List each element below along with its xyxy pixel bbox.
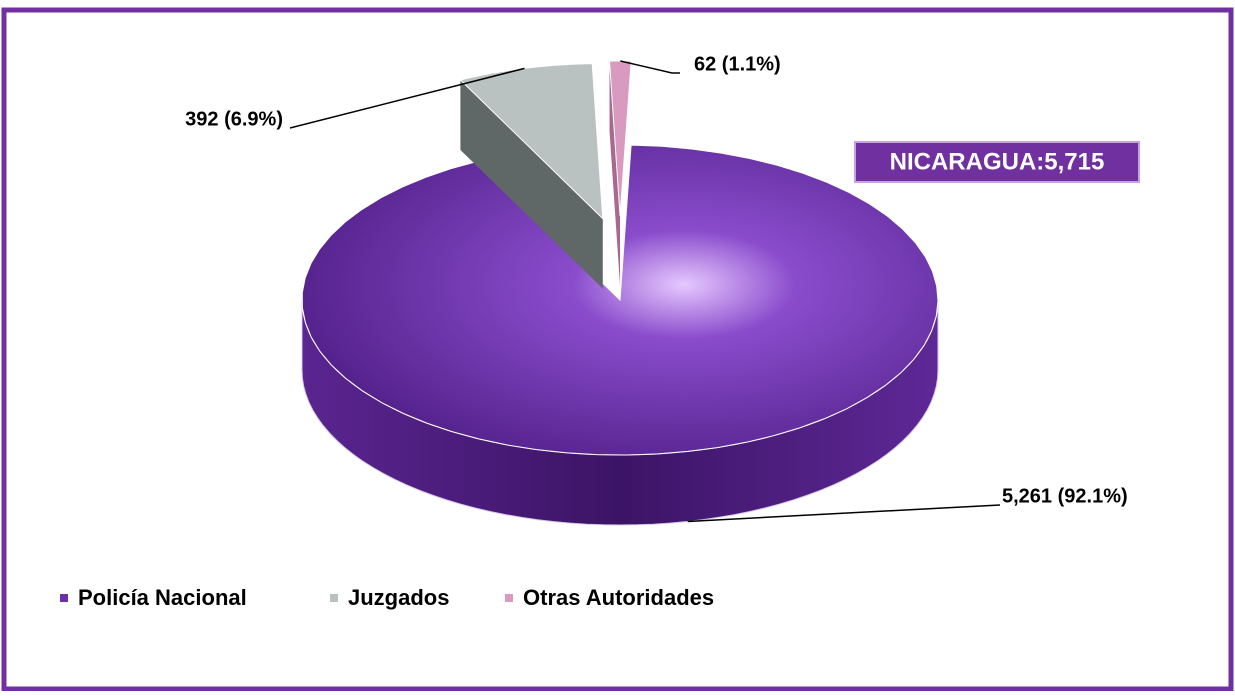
data-label: 62 (1.1%) — [694, 53, 781, 75]
legend-label: Otras Autoridades — [523, 585, 714, 610]
data-label: 392 (6.9%) — [185, 108, 283, 130]
annotation: NICARAGUA:5,715 — [890, 148, 1105, 175]
legend-label: Policía Nacional — [78, 585, 247, 610]
legend: Policía Nacional Juzgados Otras Autoridade… — [60, 585, 714, 610]
legend-swatch — [505, 594, 513, 602]
data-label: 5,261 (92.1%) — [1002, 485, 1128, 507]
legend-swatch — [60, 594, 68, 602]
legend-label: Juzgados — [348, 585, 449, 610]
chart: 5,261 (92.1%) 392 (6.9%) 62 (1.1%) NICARAG… — [0, 0, 1235, 691]
legend-swatch — [330, 594, 338, 602]
